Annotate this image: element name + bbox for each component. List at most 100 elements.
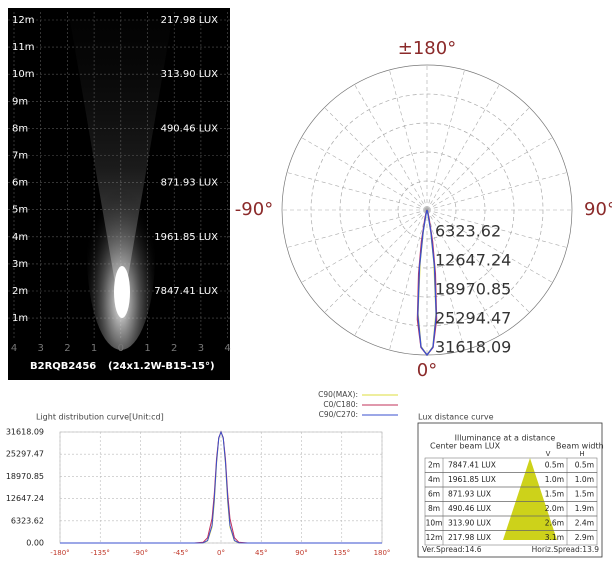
table-box	[417, 422, 603, 558]
polar-spoke	[389, 69, 428, 211]
table-header: V	[546, 450, 551, 458]
line-curve	[60, 430, 382, 544]
table-cell: 1.9m	[575, 504, 594, 513]
beam-x-label: 3	[38, 343, 44, 354]
table-cell: 2.6m	[545, 518, 564, 527]
beam-x-label: 1	[144, 343, 150, 354]
beam-x-label: 3	[198, 343, 204, 354]
polar-spoke	[389, 209, 428, 351]
beam-x-label: 1	[91, 343, 97, 354]
distance-label: 2m	[12, 286, 28, 297]
table-cell: 2.4m	[575, 518, 594, 527]
lux-label: 7847.41 LUX	[154, 286, 218, 297]
polar-angle-label: -90°	[235, 199, 273, 220]
distance-label: 1m	[12, 313, 28, 324]
y-tick-label: 31618.09	[6, 428, 44, 437]
x-tick-label: 135°	[333, 549, 350, 557]
table-cell: 7847.41 LUX	[448, 460, 496, 469]
table-cell: 217.98 LUX	[448, 533, 491, 542]
table-cell: 10m	[426, 518, 443, 527]
y-tick-label: 12647.24	[6, 494, 44, 503]
polar-spoke	[324, 107, 428, 211]
y-tick-label: 6323.62	[11, 516, 44, 525]
lux-label: 871.93 LUX	[161, 178, 219, 189]
polar-spoke	[324, 209, 428, 313]
polar-spoke	[426, 209, 530, 313]
table-title: Lux distance curve	[418, 413, 494, 422]
table-cell: 871.93 LUX	[448, 489, 491, 498]
table-header: Beam width	[556, 442, 604, 451]
polar-spoke	[426, 209, 500, 336]
table-cell: 6m	[428, 489, 440, 498]
legend-label: C0/C180:	[323, 400, 358, 409]
table-cell: 2.0m	[545, 504, 564, 513]
beam-glow	[87, 160, 155, 350]
x-tick-label: -135°	[91, 549, 110, 557]
table-cell: 1.0m	[575, 475, 594, 484]
polar-spoke	[426, 69, 465, 211]
polar-angle-label: ±180°	[398, 38, 456, 59]
lux-triangle	[503, 458, 557, 540]
x-tick-label: 45°	[255, 549, 267, 557]
polar-r-label: 12647.24	[435, 251, 511, 270]
x-tick-label: 0°	[217, 549, 225, 557]
table-cell: 1961.85 LUX	[448, 475, 496, 484]
distance-label: 3m	[12, 259, 28, 270]
table-cell: 8m	[428, 504, 440, 513]
legend-label: C90/C270:	[319, 410, 358, 419]
table-cell: 0.5m	[575, 460, 594, 469]
polar-ring	[368, 151, 486, 269]
polar-spoke	[301, 209, 428, 283]
beam-x-label: 4	[224, 343, 230, 354]
polar-angle-label: 90°	[584, 199, 612, 220]
polar-spoke	[426, 137, 553, 211]
polar-ring	[397, 180, 457, 240]
polar-spoke	[426, 209, 568, 248]
lux-label: 217.98 LUX	[161, 15, 219, 26]
table-cell: 12m	[426, 533, 443, 542]
polar-r-label: 6323.62	[435, 222, 501, 241]
polar-r-label: 18970.85	[435, 279, 511, 298]
beam-x-label: 2	[64, 343, 70, 354]
table-header: H	[579, 450, 584, 458]
x-tick-label: 90°	[295, 549, 307, 557]
polar-spoke	[426, 209, 465, 351]
table-cell: 2.9m	[575, 533, 594, 542]
polar-spoke	[354, 209, 428, 336]
distance-label: 12m	[12, 15, 34, 26]
table-row	[424, 530, 598, 546]
x-tick-label: 180°	[374, 549, 391, 557]
table-heading: Illuminance at a distance	[455, 434, 556, 443]
distance-label: 6m	[12, 178, 28, 189]
distance-label: 8m	[12, 123, 28, 134]
table-cell: 3.1m	[545, 533, 564, 542]
table-cell: 1.5m	[575, 489, 594, 498]
y-tick-label: 25297.47	[6, 450, 44, 459]
table-cell: 4m	[428, 475, 440, 484]
beam-x-label: 0	[118, 343, 124, 354]
table-cell: 490.46 LUX	[448, 504, 491, 513]
lux-label: 313.90 LUX	[161, 69, 219, 80]
polar-r-label: 31618.09	[435, 338, 511, 357]
beam-x-label: 4	[11, 343, 17, 354]
x-tick-label: -180°	[50, 549, 69, 557]
polar-angle-label: 0°	[417, 360, 437, 381]
polar-spoke	[426, 84, 500, 211]
y-tick-label: 18970.85	[6, 472, 44, 481]
beam-x-label: 2	[171, 343, 177, 354]
spec-label: (24x1.2W-B15-15°)	[108, 361, 215, 372]
table-cell: 2m	[428, 460, 440, 469]
polar-spoke	[286, 209, 428, 248]
polar-curve	[417, 209, 437, 357]
ver-spread: Ver.Spread:14.6	[422, 545, 482, 554]
table-cell: 1.5m	[545, 489, 564, 498]
model-label: B2RQB2456	[30, 361, 96, 372]
polar-spoke	[426, 107, 530, 211]
polar-spoke	[426, 209, 553, 283]
distance-label: 11m	[12, 42, 34, 53]
polar-spoke	[301, 137, 428, 211]
polar-r-label: 25294.47	[435, 309, 511, 328]
polar-spoke	[426, 172, 568, 211]
table-cell: 1.0m	[545, 475, 564, 484]
